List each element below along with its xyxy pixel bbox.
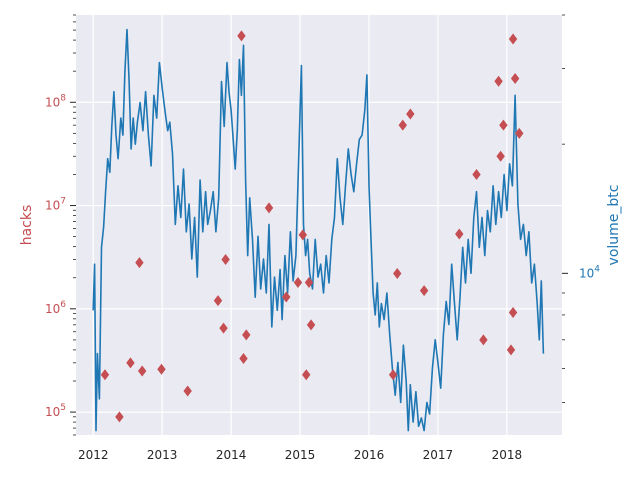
left-tick-label: 108 bbox=[45, 93, 66, 109]
hack-point bbox=[219, 322, 228, 334]
left-axis-label: hacks bbox=[19, 205, 35, 246]
left-tick-label: 107 bbox=[45, 197, 66, 213]
hack-point bbox=[137, 365, 147, 377]
hack-point bbox=[393, 267, 402, 279]
hack-point bbox=[479, 334, 488, 346]
hack-point bbox=[496, 150, 505, 162]
volume-btc-line bbox=[92, 28, 545, 432]
hack-point bbox=[264, 202, 274, 214]
x-tick-label: 2013 bbox=[147, 448, 178, 462]
x-tick-label: 2017 bbox=[423, 448, 454, 462]
hack-point bbox=[472, 168, 481, 180]
hack-point bbox=[304, 276, 314, 288]
hack-point bbox=[455, 228, 464, 240]
hacks-series-layer bbox=[100, 30, 524, 423]
hack-point bbox=[183, 385, 192, 397]
grid-lines bbox=[76, 15, 562, 435]
hack-point bbox=[239, 353, 248, 365]
hack-point bbox=[499, 119, 508, 131]
hack-point bbox=[515, 127, 524, 139]
hack-point bbox=[510, 72, 520, 84]
hack-point bbox=[406, 108, 415, 120]
left-axis: 105 106 107 108 bbox=[45, 14, 76, 436]
hack-point bbox=[237, 30, 246, 42]
hack-point bbox=[419, 285, 429, 297]
left-tick-label: 106 bbox=[45, 300, 66, 316]
hack-point bbox=[157, 363, 166, 375]
hack-point bbox=[221, 254, 230, 266]
hack-point bbox=[306, 319, 316, 331]
hack-point bbox=[100, 369, 110, 381]
hack-point bbox=[115, 411, 124, 423]
x-tick-label: 2014 bbox=[216, 448, 247, 462]
hack-point bbox=[242, 329, 251, 341]
x-tick-label: 2016 bbox=[354, 448, 385, 462]
hack-point bbox=[508, 33, 518, 45]
hack-point bbox=[135, 257, 144, 269]
hack-point bbox=[494, 75, 503, 87]
hack-point bbox=[282, 291, 291, 303]
right-axis: 104 bbox=[562, 14, 600, 403]
x-tick-label: 2012 bbox=[78, 448, 109, 462]
x-tick-label: 2015 bbox=[285, 448, 316, 462]
hack-point bbox=[293, 276, 303, 288]
hack-point bbox=[302, 369, 311, 381]
hack-point bbox=[298, 229, 307, 241]
hack-point bbox=[213, 295, 223, 307]
right-axis-label: volume_btc bbox=[606, 185, 622, 266]
volume-series-layer bbox=[92, 28, 545, 432]
hack-point bbox=[508, 307, 518, 319]
left-tick-label: 105 bbox=[45, 403, 66, 419]
hack-point bbox=[126, 357, 135, 369]
hack-point bbox=[388, 369, 398, 381]
x-tick-label: 2018 bbox=[492, 448, 523, 462]
hack-point bbox=[506, 344, 516, 356]
right-tick-label: 104 bbox=[579, 264, 600, 280]
x-axis: 2012 2013 2014 2015 2016 2017 2018 bbox=[78, 448, 522, 462]
hack-point bbox=[398, 119, 407, 131]
